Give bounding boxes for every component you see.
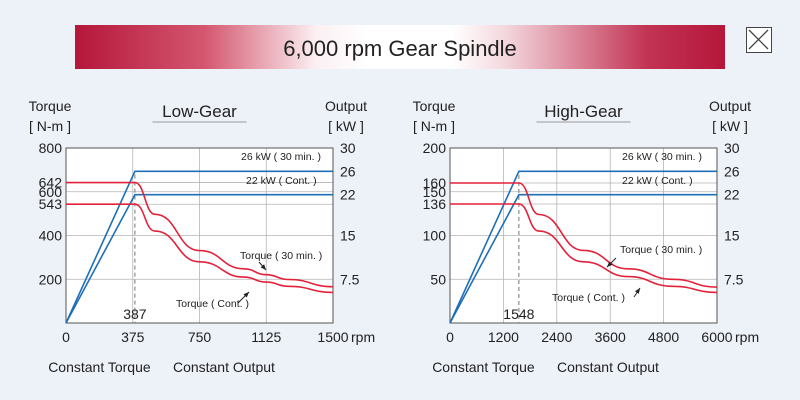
x-tick-label: 0 — [446, 329, 454, 345]
close-icon — [748, 29, 769, 50]
y2-tick-label: 15 — [724, 228, 740, 244]
base-speed-label: 1548 — [503, 306, 534, 322]
x-tick-label: 1500 — [317, 329, 348, 345]
series-line-output-1 — [65, 193, 333, 324]
x-tick-label: 1125 — [251, 329, 281, 345]
y-tick-label: 200 — [39, 271, 63, 287]
y2-axis-unit: [ kW ] — [328, 118, 364, 134]
x-tick-label: 3600 — [595, 329, 626, 345]
series-label: Torque ( 30 min. ) — [240, 250, 322, 262]
arrow-head — [607, 261, 613, 267]
series-line-torque-2 — [450, 182, 718, 288]
y-tick-label: 200 — [423, 140, 447, 156]
y2-tick-label: 22 — [724, 187, 740, 203]
arrow-head — [243, 292, 249, 298]
y2-tick-label: 26 — [724, 163, 740, 179]
y2-tick-label: 7.5 — [724, 271, 744, 287]
y2-tick-label: 26 — [340, 163, 356, 179]
plot-frame — [449, 147, 718, 324]
series-label: Torque ( Cont. ) — [552, 292, 625, 304]
y2-tick-label: 15 — [340, 228, 356, 244]
y-tick-label: 160 — [423, 175, 447, 191]
y2-axis-title: Output — [325, 98, 367, 114]
series-line-output-1 — [449, 193, 717, 324]
close-button[interactable] — [746, 27, 772, 53]
y-axis-unit: [ N-m ] — [29, 118, 71, 134]
y2-tick-label: 22 — [340, 187, 356, 203]
arrow-head — [260, 264, 266, 270]
x-tick-label: 6000 — [701, 329, 732, 345]
region-label: Constant Torque — [432, 359, 535, 375]
series-line-torque-3 — [66, 203, 334, 294]
arrow-head — [634, 288, 640, 294]
chart-title: Low-Gear — [162, 102, 237, 121]
series-label: 26 kW ( 30 min. ) — [622, 151, 702, 163]
title-banner: 6,000 rpm Gear Spindle — [75, 25, 725, 69]
chart-0: 26 kW ( 30 min. ) 22 kW ( Cont. ) Torque (… — [29, 98, 376, 375]
y-tick-label: 800 — [39, 140, 63, 156]
series-label: Torque ( 30 min. ) — [620, 244, 702, 256]
page-title: 6,000 rpm Gear Spindle — [283, 36, 517, 61]
region-label: Constant Output — [557, 359, 659, 375]
y2-tick-label: 7.5 — [340, 271, 360, 287]
series-label: Torque ( Cont. ) — [176, 298, 249, 310]
y-tick-label: 50 — [430, 271, 446, 287]
x-tick-label: 375 — [121, 329, 145, 345]
y-tick-label: 100 — [423, 228, 447, 244]
y-axis-title: Torque — [29, 98, 72, 114]
y-axis-unit: [ N-m ] — [413, 118, 455, 134]
plot-frame — [65, 147, 334, 324]
y-tick-label: 642 — [39, 175, 63, 191]
x-unit-label: rpm — [735, 329, 759, 345]
y-tick-label: 400 — [39, 228, 63, 244]
x-tick-label: 750 — [188, 329, 212, 345]
series-label: 22 kW ( Cont. ) — [246, 175, 317, 187]
series-line-output-0 — [449, 170, 717, 324]
x-tick-label: 1200 — [488, 329, 519, 345]
x-tick-label: 4800 — [648, 329, 679, 345]
series-label: 22 kW ( Cont. ) — [622, 175, 693, 187]
y-axis-title: Torque — [413, 98, 456, 114]
region-label: Constant Output — [173, 359, 275, 375]
x-unit-label: rpm — [351, 329, 375, 345]
y-tick-label: 136 — [423, 196, 447, 212]
y2-axis-title: Output — [709, 98, 751, 114]
y-tick-label: 150 — [423, 184, 447, 200]
x-tick-label: 2400 — [541, 329, 572, 345]
y2-tick-label: 30 — [724, 140, 740, 156]
chart-1: 26 kW ( 30 min. ) 22 kW ( Cont. ) Torque (… — [413, 98, 760, 375]
series-line-torque-3 — [450, 203, 718, 294]
y2-axis-unit: [ kW ] — [712, 118, 748, 134]
series-label: 26 kW ( 30 min. ) — [241, 151, 321, 163]
x-tick-label: 0 — [62, 329, 70, 345]
chart-title: High-Gear — [544, 102, 623, 121]
y-tick-label: 600 — [39, 184, 63, 200]
region-label: Constant Torque — [48, 359, 151, 375]
base-speed-label: 387 — [123, 306, 147, 322]
series-line-output-0 — [65, 170, 333, 324]
series-line-torque-2 — [66, 181, 334, 288]
y2-tick-label: 30 — [340, 140, 356, 156]
y-tick-label: 543 — [39, 196, 63, 212]
